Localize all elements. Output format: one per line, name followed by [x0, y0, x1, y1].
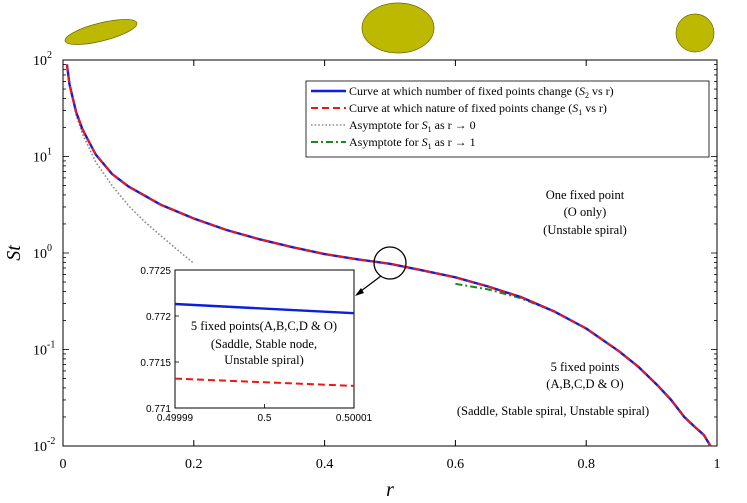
inset-chart: 0.7725 0.772 0.7715 0.771 0.49999 0.5 0.… [140, 266, 372, 424]
elongated-droplet-icon [64, 19, 138, 45]
x-tick-label: 0.4 [316, 457, 334, 472]
main-curves [65, 64, 712, 447]
x-tick-label: 0.6 [447, 457, 465, 472]
legend: Curve at which number of fixed points ch… [305, 80, 710, 158]
inset-y-tick-label: 0.772 [146, 312, 171, 323]
legend-entry: Asymptote for S1 as r → 0 [349, 118, 476, 134]
main-ticks [62, 60, 718, 447]
annotation-line: 5 fixed points [551, 360, 620, 374]
inset-y-tick-label: 0.7715 [140, 358, 171, 369]
y-tick-label: 101 [33, 147, 52, 166]
x-tick-label: 0.2 [185, 457, 203, 472]
annotation-line: (O only) [564, 205, 607, 219]
annotation-line: (Saddle, Stable spiral, Unstable spiral) [457, 404, 649, 418]
inset-annotation-line: Unstable spiral) [224, 353, 304, 367]
y-tick-label: 100 [33, 243, 52, 262]
inset-series-line-0 [174, 302, 355, 315]
circular-droplet-icon [675, 13, 715, 53]
y-tick-label: 10-1 [33, 340, 55, 359]
series-line-2 [66, 64, 195, 265]
inset-annotation-line: 5 fixed points(A,B,C,D & O) [191, 319, 337, 333]
legend-entry: Curve at which nature of fixed points ch… [349, 101, 607, 117]
inset-ticks [174, 269, 355, 409]
series-line-1 [65, 64, 712, 447]
inset-series-line-1 [174, 377, 355, 387]
x-tick-label: 1 [714, 457, 721, 472]
zoom-arrow-head [355, 288, 364, 296]
droplet-shapes [64, 2, 715, 54]
x-axis-label: r [386, 479, 394, 501]
x-tick-label: 0 [60, 457, 67, 472]
y-tick-labels: 10-2 10-1 100 101 102 [33, 50, 55, 455]
annotation-line: (Unstable spiral) [543, 223, 627, 237]
inset-curves [174, 302, 355, 387]
annotation-line: (A,B,C,D & O) [546, 377, 623, 391]
y-axis-label: St [3, 245, 25, 261]
region-annotation-lower: 5 fixed points (A,B,C,D & O) (Saddle, St… [457, 360, 649, 418]
x-tick-labels: 0 0.2 0.4 0.6 0.8 1 [60, 457, 721, 472]
inset-annotation-line: (Saddle, Stable node, [211, 337, 317, 351]
y-tick-label: 10-2 [33, 436, 55, 455]
x-tick-label: 0.8 [577, 457, 595, 472]
legend-entry: Curve at which number of fixed points ch… [349, 84, 614, 100]
annotation-line: One fixed point [546, 188, 625, 202]
inset-x-tick-label: 0.49999 [157, 413, 194, 424]
zoom-circle [373, 246, 407, 280]
inset-x-tick-label: 0.5 [258, 413, 272, 424]
legend-box [305, 80, 710, 158]
legend-entry: Asymptote for S1 as r → 1 [349, 135, 476, 151]
inset-y-tick-label: 0.771 [146, 404, 171, 415]
inset-y-tick-label: 0.7725 [140, 266, 171, 277]
region-annotation-upper: One fixed point (O only) (Unstable spira… [543, 188, 627, 237]
oblate-droplet-icon [361, 2, 435, 54]
inset-x-tick-label: 0.50001 [336, 413, 373, 424]
y-tick-label: 102 [33, 50, 52, 69]
